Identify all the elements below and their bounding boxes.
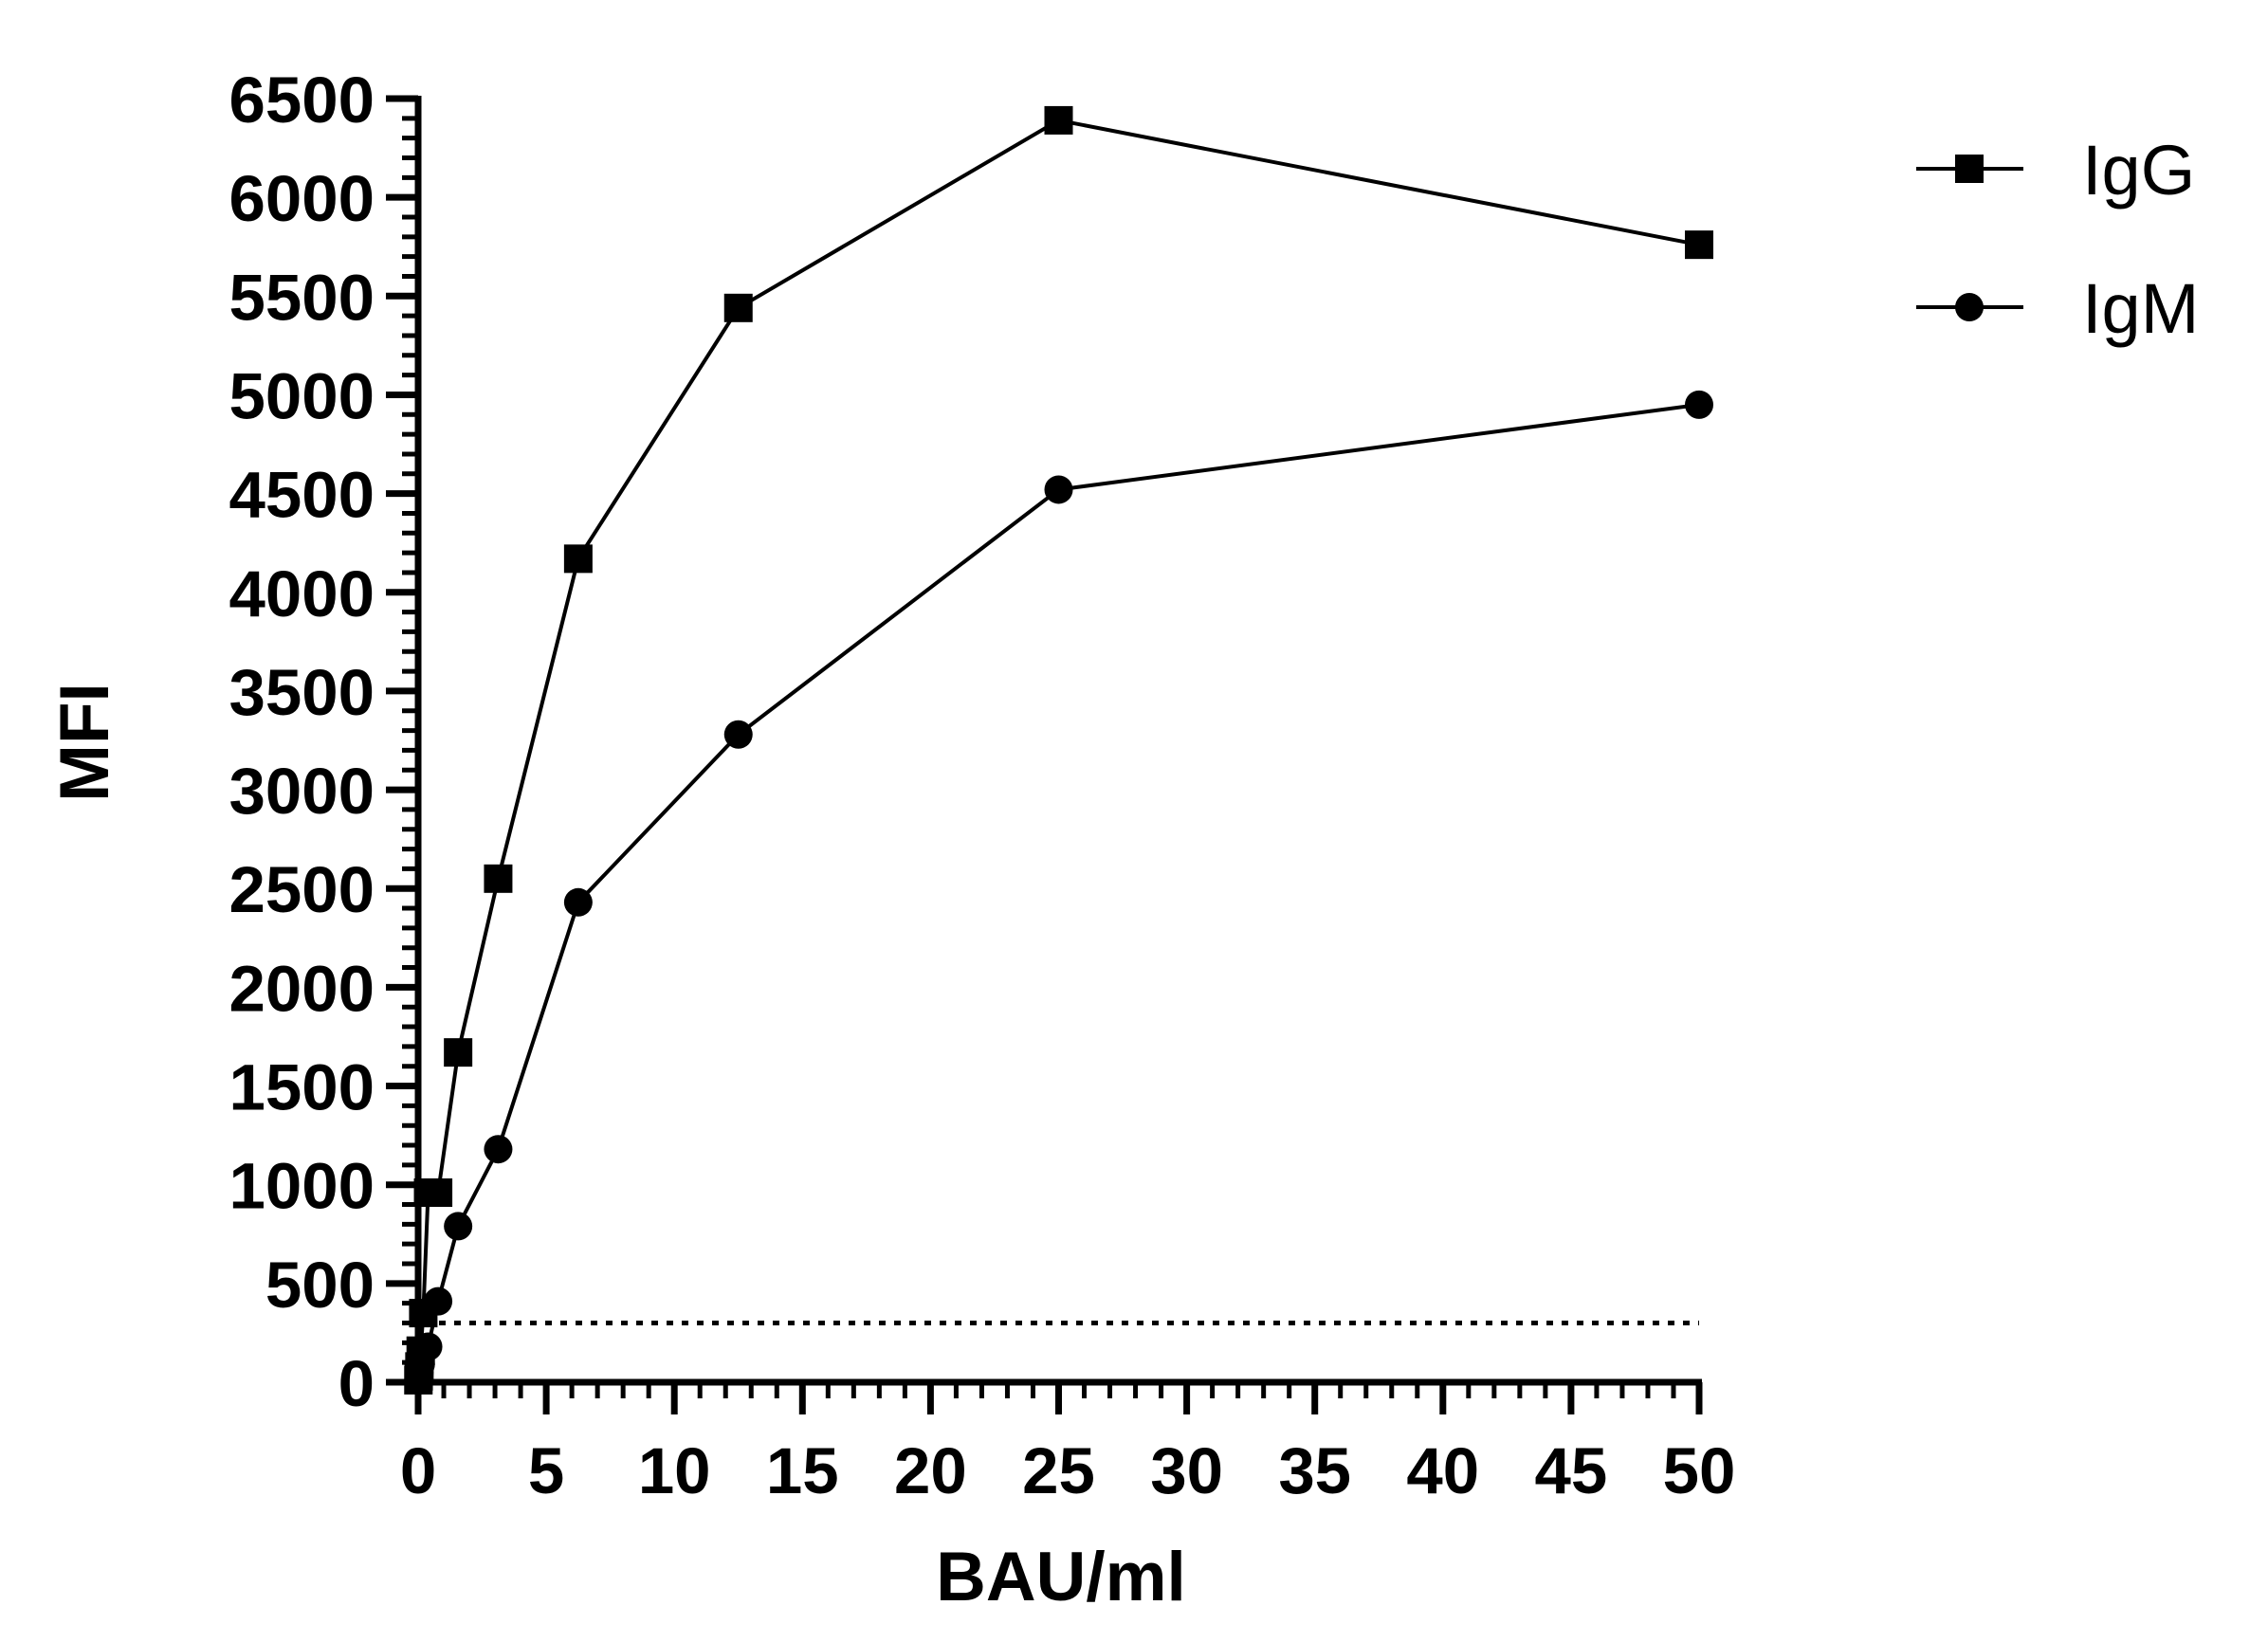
- y-tick-label: 3500: [229, 656, 375, 729]
- legend: IgG IgM: [1916, 131, 2199, 348]
- series-igm-line: [416, 402, 1700, 1381]
- data-point-igg: [1685, 230, 1713, 260]
- legend-marker-square: [1955, 155, 1984, 183]
- x-tick-label: 40: [1406, 1434, 1479, 1507]
- y-tick-label: 6500: [229, 64, 375, 137]
- x-tick-label: 5: [528, 1434, 564, 1507]
- data-point-igm: [444, 1212, 473, 1241]
- y-tick-label: 6000: [229, 162, 375, 235]
- x-tick-label: 35: [1278, 1434, 1351, 1507]
- data-point-igm: [723, 720, 753, 749]
- y-tick-label: 500: [265, 1249, 375, 1322]
- data-point-igg: [563, 544, 593, 574]
- data-point-igg: [1044, 105, 1073, 135]
- y-tick-label: 5500: [229, 261, 375, 334]
- x-tick-label: 15: [766, 1434, 839, 1507]
- y-tick-label: 1500: [229, 1051, 375, 1124]
- x-axis-title: BAU/ml: [936, 1539, 1186, 1615]
- series-igm: [404, 390, 1713, 1395]
- data-point-igm: [563, 887, 593, 917]
- data-point-igm: [424, 1286, 453, 1316]
- series-igg-line: [416, 118, 1700, 1381]
- data-point-igg: [484, 864, 513, 893]
- y-tick-label: 4000: [229, 557, 375, 630]
- series-layer: [404, 105, 1713, 1395]
- x-tick-label: 45: [1535, 1434, 1608, 1507]
- data-point-igg: [723, 293, 753, 322]
- legend-marker-circle: [1955, 293, 1984, 321]
- x-tick-label: 20: [894, 1434, 967, 1507]
- y-tick-label: 2500: [229, 853, 375, 926]
- x-axis-ticks: 0 5 10 15 20 25 30 35 40 45 50: [400, 1382, 1736, 1507]
- series-igg: [404, 105, 1713, 1395]
- data-point-igm: [413, 1332, 443, 1361]
- x-tick-label: 10: [638, 1434, 711, 1507]
- y-tick-label: 1000: [229, 1150, 375, 1223]
- data-point-igm: [1044, 475, 1073, 504]
- legend-label: IgG: [2082, 131, 2195, 210]
- x-tick-label: 30: [1150, 1434, 1223, 1507]
- y-tick-label: 4500: [229, 459, 375, 532]
- x-tick-label: 50: [1663, 1434, 1736, 1507]
- y-axis-ticks: 0 500 1000 1500 2000 2500 3000 3500 4000 4500 5000…: [229, 64, 418, 1420]
- data-point-igm: [484, 1135, 513, 1164]
- data-point-igg: [444, 1038, 473, 1067]
- y-tick-label: 0: [338, 1347, 375, 1420]
- x-tick-label: 25: [1022, 1434, 1095, 1507]
- y-axis-title: MFI: [46, 683, 123, 802]
- data-point-igg: [424, 1178, 453, 1208]
- legend-label: IgM: [2082, 269, 2199, 348]
- legend-item-igm: IgM: [1916, 269, 2199, 348]
- y-tick-label: 2000: [229, 952, 375, 1025]
- data-point-igm: [1685, 390, 1713, 419]
- y-tick-label: 3000: [229, 755, 375, 828]
- y-tick-label: 5000: [229, 359, 375, 432]
- legend-item-igg: IgG: [1916, 131, 2195, 210]
- x-tick-label: 0: [400, 1434, 436, 1507]
